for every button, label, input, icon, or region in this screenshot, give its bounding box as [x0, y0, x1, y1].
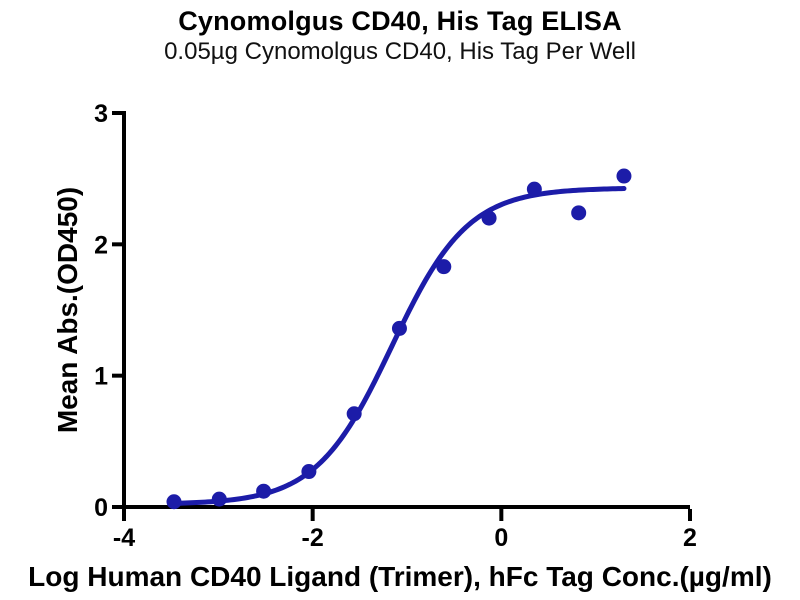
y-tick-label: 1: [94, 363, 108, 391]
data-point: [571, 205, 587, 221]
x-tick-label: 0: [494, 524, 508, 552]
y-axis-label: Mean Abs.(OD450): [52, 186, 83, 434]
y-tick-label: 3: [94, 100, 108, 128]
y-tick-label: 0: [94, 494, 108, 522]
data-point: [391, 320, 407, 336]
data-point: [256, 483, 272, 499]
x-tick-label: 2: [683, 524, 697, 552]
data-point: [166, 494, 182, 510]
x-axis-label: Log Human CD40 Ligand (Trimer), hFc Tag …: [28, 561, 772, 592]
data-point: [211, 491, 227, 507]
data-point: [436, 259, 452, 275]
y-tick-label: 2: [94, 231, 108, 259]
x-tick-label: -2: [302, 524, 324, 552]
data-point: [526, 181, 542, 197]
chart-title: Cynomolgus CD40, His Tag ELISA: [178, 6, 622, 36]
data-point: [346, 406, 362, 422]
x-tick-label: -4: [113, 524, 135, 552]
fit-curve: [171, 186, 627, 506]
chart-subtitle: 0.05µg Cynomolgus CD40, His Tag Per Well: [164, 38, 636, 65]
data-point: [616, 168, 632, 184]
data-point: [301, 464, 317, 480]
data-point: [481, 210, 497, 226]
